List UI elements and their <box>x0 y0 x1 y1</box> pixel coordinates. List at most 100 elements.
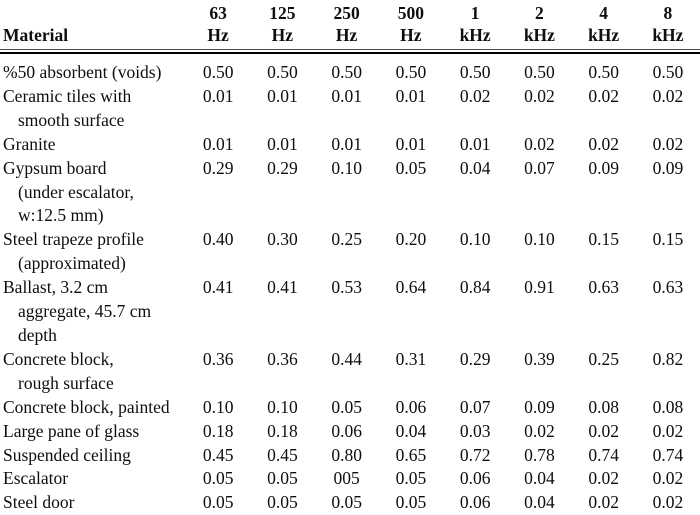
absorption-coefficient-value: 0.20 <box>395 229 427 250</box>
absorption-coefficient-value: 0.01 <box>267 85 298 106</box>
absorption-coefficient-value: 0.15 <box>652 229 684 250</box>
absorption-coefficient-value: 0.41 <box>267 277 298 298</box>
absorption-coefficient-value: 0.05 <box>395 157 427 178</box>
table-row: Granite 0.01 0.01 0.01 0.01 0.01 0.02 0.02 0.02 <box>0 133 700 157</box>
absorption-coefficient-value: 0.06 <box>459 468 491 489</box>
absorption-coefficient-value: 0.31 <box>395 348 427 369</box>
absorption-coefficient-value: 0.30 <box>267 229 298 250</box>
frequency-column-header: 2 kHz <box>507 2 571 46</box>
absorption-coefficient-value: 0.06 <box>331 420 362 441</box>
table-row: Steel door 0.05 0.05 0.05 0.05 0.06 0.04 0.02 0.… <box>0 491 700 515</box>
absorption-coefficient-value: 0.01 <box>331 133 362 154</box>
absorption-coefficient-value: 0.08 <box>652 396 684 417</box>
absorption-coefficient-value: 0.07 <box>524 157 555 178</box>
frequency-unit-label: Hz <box>335 25 358 45</box>
absorption-coefficient-value: 0.15 <box>588 229 619 250</box>
material-name-line: Concrete block, painted <box>3 396 170 417</box>
absorption-coefficient-value: 0.65 <box>395 444 427 465</box>
material-name: Steel door <box>0 491 186 515</box>
material-name-line: Gypsum board <box>3 157 107 178</box>
absorption-coefficient-value: 0.10 <box>459 229 491 250</box>
absorption-coefficient-value: 0.10 <box>331 157 362 178</box>
table-row: Ballast, 3.2 cm aggregate, 45.7 cm depth 0.… <box>0 276 700 348</box>
table-row: Large pane of glass 0.18 0.18 0.06 0.04 0.03 0… <box>0 420 700 444</box>
absorption-coefficient-value: 0.29 <box>202 157 234 178</box>
absorption-coefficient-value: 0.01 <box>331 85 362 106</box>
absorption-coefficient-value: 0.05 <box>395 468 427 489</box>
absorption-coefficient-value: 0.39 <box>524 348 555 369</box>
absorption-coefficient-value: 0.74 <box>652 444 684 465</box>
absorption-coefficient-value: 0.05 <box>267 468 298 489</box>
absorption-coefficient-value: 0.02 <box>652 133 684 154</box>
table-row: Suspended ceiling 0.45 0.45 0.80 0.65 0.72 0.7… <box>0 444 700 468</box>
material-name: Ceramic tiles with smooth surface <box>0 85 186 133</box>
frequency-value-label: 500 <box>397 3 424 23</box>
frequency-unit-label: kHz <box>459 25 491 45</box>
absorption-coefficient-value: 0.45 <box>202 444 234 465</box>
material-name-line: (under escalator, <box>18 181 134 202</box>
absorption-coefficient-value: 0.84 <box>459 277 491 298</box>
table-row: %50 absorbent (voids) 0.50 0.50 0.50 0.50 0.5… <box>0 61 700 85</box>
frequency-column-header: 8 kHz <box>636 2 700 46</box>
absorption-coefficient-value: 0.29 <box>459 348 491 369</box>
absorption-coefficient-value: 0.80 <box>331 444 362 465</box>
material-name-line: smooth surface <box>18 109 125 130</box>
header-divider-rule <box>0 49 700 54</box>
absorption-coefficient-value: 0.25 <box>588 348 619 369</box>
material-name-line: %50 absorbent (voids) <box>3 62 162 82</box>
material-name-line: Steel trapeze profile <box>3 229 144 250</box>
absorption-coefficient-value: 0.01 <box>267 133 298 154</box>
absorption-coefficient-value: 0.10 <box>267 396 298 417</box>
absorption-coefficient-value: 0.82 <box>652 348 684 369</box>
frequency-unit-label: kHz <box>588 25 620 45</box>
absorption-coefficient-value: 0.05 <box>331 492 362 513</box>
frequency-unit-label: Hz <box>400 25 422 45</box>
material-name-line: Granite <box>3 133 56 154</box>
absorption-coefficient-value: 0.50 <box>524 62 555 82</box>
absorption-coefficient-value: 0.02 <box>652 468 684 489</box>
frequency-value-label: 2 <box>535 3 544 23</box>
absorption-coefficient-value: 0.01 <box>395 133 427 154</box>
material-header-label: Material <box>3 25 69 45</box>
absorption-coefficient-value: 0.02 <box>588 492 619 513</box>
table-row: Gypsum board (under escalator, w:12.5 mm) 0… <box>0 157 700 229</box>
absorption-coefficient-value: 0.05 <box>202 468 234 489</box>
absorption-coefficient-value: 0.18 <box>202 420 234 441</box>
absorption-coefficient-value: 0.50 <box>331 62 362 82</box>
absorption-coefficient-value: 0.91 <box>524 277 555 298</box>
absorption-coefficient-value: 0.29 <box>267 157 298 178</box>
material-name-line: Steel door <box>3 492 75 513</box>
frequency-unit-label: kHz <box>652 25 684 45</box>
frequency-column-header: 500 Hz <box>379 2 443 46</box>
absorption-coefficient-value: 0.36 <box>267 348 298 369</box>
frequency-unit-label: Hz <box>271 25 294 45</box>
absorption-coefficient-value: 0.04 <box>395 420 427 441</box>
absorption-coefficient-value: 0.72 <box>459 444 491 465</box>
frequency-value-label: 63 <box>209 3 227 23</box>
absorption-coefficient-value: 0.44 <box>331 348 362 369</box>
absorption-coefficient-value: 0.05 <box>395 492 427 513</box>
absorption-coefficient-value: 0.01 <box>202 85 234 106</box>
absorption-coefficient-value: 0.50 <box>395 62 427 82</box>
frequency-value-label: 4 <box>599 3 608 23</box>
absorption-coefficient-value: 0.01 <box>459 133 491 154</box>
material-name: Gypsum board (under escalator, w:12.5 mm) <box>0 157 186 229</box>
material-name: Suspended ceiling <box>0 444 186 468</box>
table-body: %50 absorbent (voids) 0.50 0.50 0.50 0.50 0.5… <box>0 61 700 515</box>
table-header-row: Material 63 Hz 125 Hz 250 Hz 500 Hz 1 kHz 2 kHz 4 kHz… <box>0 2 700 46</box>
frequency-unit-label: kHz <box>523 25 555 45</box>
material-name-line: Suspended ceiling <box>3 444 131 465</box>
absorption-coefficient-value: 0.45 <box>267 444 298 465</box>
material-name-line: (approximated) <box>18 253 126 274</box>
absorption-coefficient-value: 0.10 <box>202 396 234 417</box>
frequency-column-header: 125 Hz <box>250 2 314 46</box>
absorption-coefficient-value: 0.02 <box>588 85 619 106</box>
absorption-coefficient-value: 0.02 <box>588 133 619 154</box>
absorption-coefficient-value: 0.25 <box>331 229 362 250</box>
material-name-line: Escalator <box>3 468 69 489</box>
material-name: Large pane of glass <box>0 420 186 444</box>
absorption-coefficient-value: 0.50 <box>459 62 491 82</box>
absorption-coefficient-value: 0.08 <box>588 396 619 417</box>
material-column-header: Material <box>0 2 186 46</box>
